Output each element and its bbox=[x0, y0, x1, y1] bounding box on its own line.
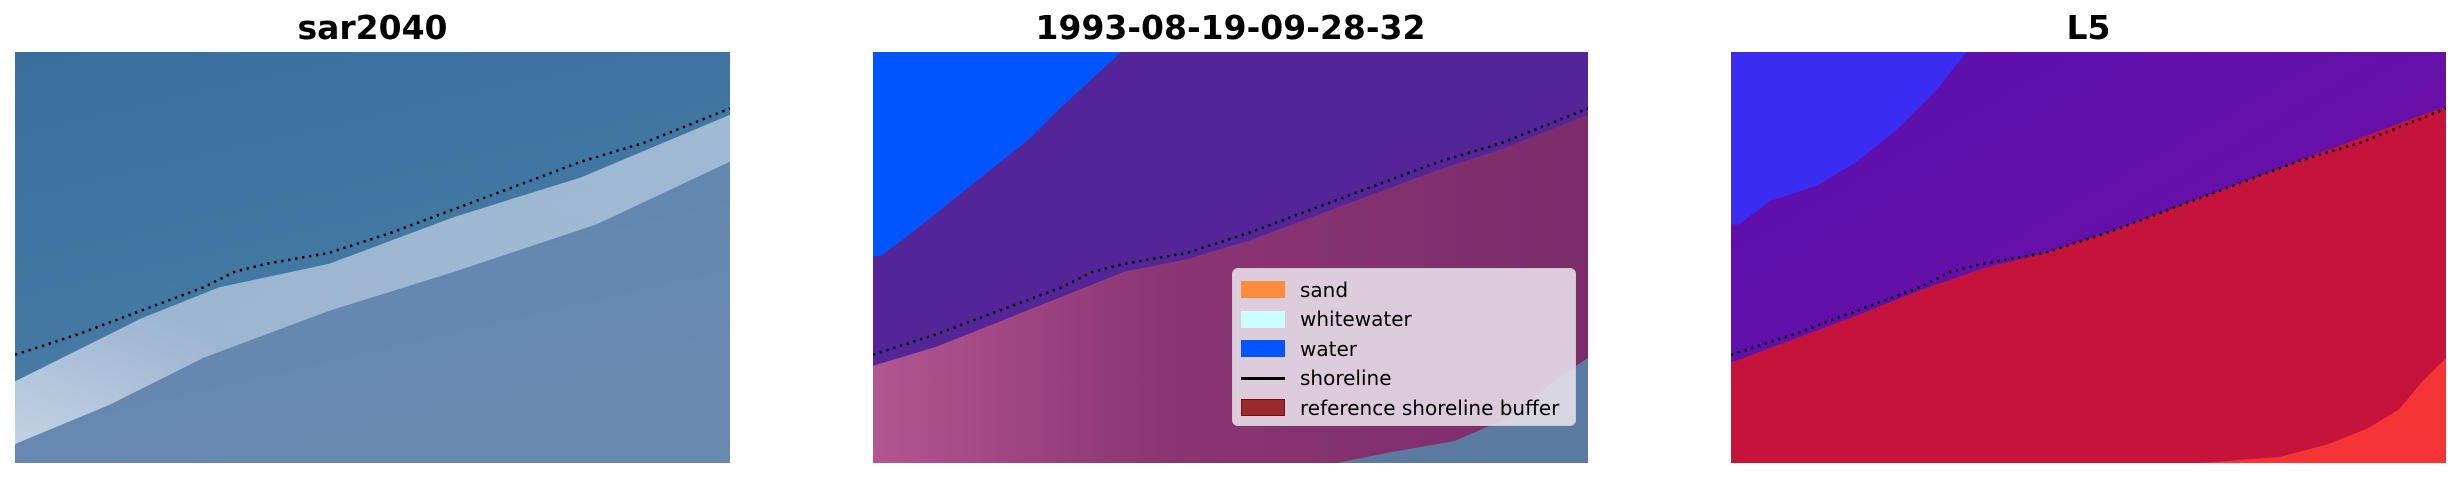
legend-label: whitewater bbox=[1300, 307, 1412, 332]
probability-image-panel bbox=[1731, 52, 2446, 463]
legend-label: sand bbox=[1300, 277, 1349, 302]
prob-red-region bbox=[1731, 106, 2446, 463]
water-swatch bbox=[1241, 340, 1285, 358]
beach-area bbox=[15, 161, 730, 463]
legend-item-whitewater: whitewater bbox=[1241, 305, 1567, 335]
legend: sand whitewater water shoreline referenc… bbox=[1232, 268, 1576, 426]
class-water-region bbox=[873, 52, 1122, 256]
panel-title-sar2040: sar2040 bbox=[297, 8, 448, 47]
whitewater-swatch bbox=[1241, 310, 1285, 328]
panel-title-date: 1993-08-19-09-28-32 bbox=[1035, 8, 1426, 47]
legend-label: reference shoreline buffer bbox=[1300, 395, 1560, 420]
legend-item-reference-buffer: reference shoreline buffer bbox=[1241, 393, 1567, 423]
class-grey-region bbox=[1336, 357, 1588, 463]
prob-blue-region bbox=[1731, 52, 1967, 225]
buffer-swatch bbox=[1241, 399, 1285, 417]
sand-swatch bbox=[1241, 281, 1285, 299]
prob-bright-red-region bbox=[2202, 357, 2446, 463]
legend-label: shoreline bbox=[1300, 366, 1392, 391]
legend-item-sand: sand bbox=[1241, 275, 1567, 305]
rgb-image-panel bbox=[15, 52, 730, 463]
legend-label: water bbox=[1300, 336, 1357, 361]
whitewater-band bbox=[15, 114, 730, 445]
legend-item-shoreline: shoreline bbox=[1241, 364, 1567, 394]
panel-title-l5: L5 bbox=[2066, 8, 2111, 47]
legend-item-water: water bbox=[1241, 334, 1567, 364]
shoreline-line-swatch bbox=[1241, 376, 1285, 380]
classified-image-panel bbox=[873, 52, 1588, 463]
